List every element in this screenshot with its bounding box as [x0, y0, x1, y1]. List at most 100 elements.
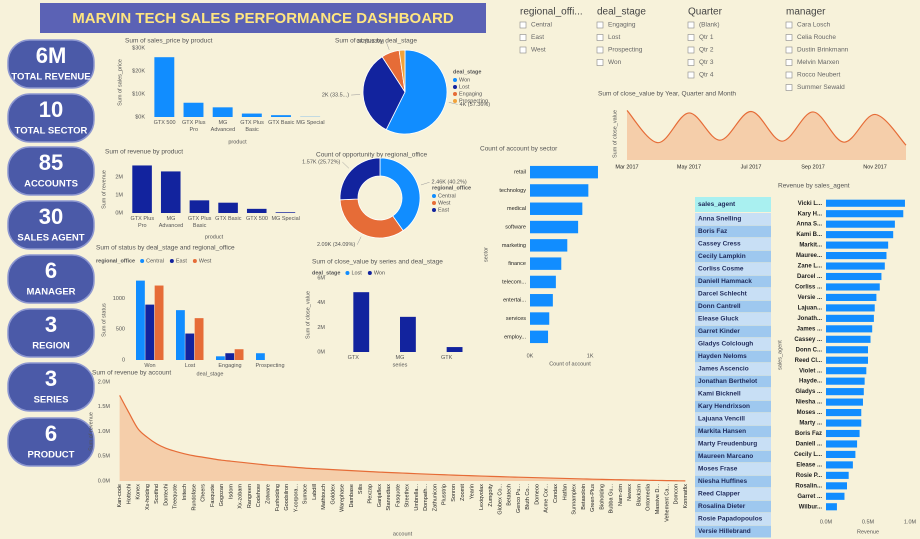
- slicer-checkbox[interactable]: [687, 34, 695, 41]
- table-header-bg: [695, 197, 771, 212]
- slice: [379, 157, 421, 232]
- x-tick-label: Jul 2017: [741, 164, 762, 170]
- slicer-option[interactable]: Prospecting: [608, 47, 643, 54]
- slicer-option[interactable]: East: [531, 34, 544, 41]
- x-tick-label: Dontechi: [163, 484, 169, 506]
- slice: [362, 56, 406, 131]
- y-tick-label: Donn C...: [796, 347, 823, 353]
- kpi-card: [7, 146, 95, 196]
- slicer-option[interactable]: Rocco Neubert: [797, 72, 841, 79]
- kpi-card: [7, 417, 95, 467]
- leader-line: [342, 161, 350, 169]
- slicer-checkbox[interactable]: [519, 46, 527, 54]
- bar: [353, 292, 370, 352]
- x-tick-label: Stanredtax: [386, 484, 392, 511]
- bar: [826, 356, 868, 364]
- table-row-bg: [695, 475, 771, 488]
- kpi-value: 30: [39, 204, 63, 229]
- chart-title: Count of opportunity by regional_office: [316, 152, 428, 159]
- slicer-checkbox[interactable]: [687, 46, 695, 54]
- x-tick-label: GTX Plus Pro: [181, 120, 206, 133]
- table-cell: Versie Hillebrand: [698, 528, 751, 535]
- x-tick-label: Initech: [182, 484, 188, 500]
- legend-label: Central: [146, 258, 164, 264]
- x-axis-title: Revenue: [857, 529, 879, 535]
- legend-title: deal_stage: [312, 270, 340, 276]
- slicer-option[interactable]: Won: [608, 59, 622, 66]
- x-tick-label: Sep 2017: [801, 164, 825, 170]
- slicer-checkbox[interactable]: [785, 21, 793, 29]
- x-tick-label: Zathunicon: [432, 484, 438, 511]
- x-tick-label: Sunnamplex: [572, 484, 578, 515]
- slicer-checkbox[interactable]: [785, 46, 793, 54]
- slicer-checkbox[interactable]: [785, 71, 793, 79]
- kpi-card: [7, 39, 95, 89]
- x-tick-label: Golddex: [330, 484, 336, 505]
- table-row-bg: [695, 400, 771, 413]
- slicer-option[interactable]: Dustin Brinkmann: [797, 47, 849, 54]
- slicer-checkbox[interactable]: [519, 21, 527, 29]
- x-tick-label: May 2017: [677, 164, 701, 170]
- slicer-checkbox[interactable]: [596, 21, 604, 29]
- slicer-option[interactable]: Summer Sewald: [797, 84, 845, 91]
- slicer-option[interactable]: (Blank): [699, 22, 720, 29]
- slicer-option[interactable]: Celia Rouche: [797, 34, 836, 41]
- slicer-checkbox[interactable]: [785, 34, 793, 41]
- x-tick-label: 0K: [527, 353, 534, 359]
- slicer-checkbox[interactable]: [596, 46, 604, 54]
- kpi-value: 3: [45, 312, 57, 337]
- slicer-option[interactable]: Qtr 4: [699, 72, 714, 79]
- kpi-label: TOTAL REVENUE: [11, 72, 90, 83]
- slice: [339, 198, 404, 239]
- x-tick-label-box: Won: [144, 363, 155, 369]
- slicer-checkbox[interactable]: [785, 59, 793, 66]
- y-axis-title: Sum of close_value: [612, 110, 618, 158]
- slicer-checkbox[interactable]: [687, 21, 695, 29]
- legend-swatch: [432, 201, 436, 205]
- slicer-checkbox[interactable]: [519, 34, 527, 41]
- slicer-checkbox[interactable]: [596, 59, 604, 66]
- x-tick-label: Goodsilron: [284, 484, 290, 511]
- slicer-checkbox[interactable]: [785, 84, 793, 91]
- x-tick-label: MG Advanced: [210, 120, 236, 133]
- legend-label: Lost: [351, 270, 362, 276]
- table-cell: James Ascencio: [698, 366, 749, 373]
- bar: [826, 440, 858, 448]
- table-cell: Niesha Huffines: [698, 478, 748, 485]
- x-tick-label: Acme Cor...: [544, 484, 550, 513]
- slicer-checkbox[interactable]: [596, 34, 604, 41]
- bar: [826, 335, 871, 343]
- slicer-option[interactable]: West: [531, 47, 546, 54]
- bar: [160, 171, 181, 213]
- table-row-bg: [695, 388, 771, 400]
- slicer-option[interactable]: Qtr 2: [699, 47, 714, 54]
- slicer-option[interactable]: Cara Losch: [797, 22, 831, 29]
- legend-swatch: [432, 194, 436, 198]
- y-tick-label: Marty ...: [799, 421, 822, 427]
- slicer-option[interactable]: Central: [531, 22, 553, 29]
- bar: [189, 200, 210, 213]
- kpi-label: SALES AGENT: [17, 233, 84, 244]
- x-tick-label: Domeoo: [534, 484, 540, 505]
- y-tick-label: 0.0M: [98, 478, 111, 484]
- y-tick-label: Garret ...: [797, 494, 822, 500]
- bar: [218, 202, 238, 213]
- table-cell: Cecily Lampkin: [698, 253, 746, 260]
- slice: [385, 49, 448, 135]
- slice: [398, 49, 406, 93]
- slicer-option[interactable]: Engaging: [608, 22, 636, 29]
- table-cell: Reed Clapper: [698, 491, 740, 498]
- slicer-checkbox[interactable]: [687, 71, 695, 79]
- slicer-option[interactable]: Lost: [608, 34, 620, 41]
- y-axis-title: sector: [483, 247, 489, 262]
- slicer-option[interactable]: Qtr 1: [699, 34, 714, 41]
- slicer-option[interactable]: Qtr 3: [699, 59, 714, 66]
- slicer-checkbox[interactable]: [687, 59, 695, 66]
- bar: [530, 257, 562, 270]
- slicer-option[interactable]: Melvin Marxen: [797, 59, 840, 66]
- table-cell: Gladys Colclough: [698, 341, 753, 348]
- y-tick-label: finance: [508, 261, 526, 267]
- x-tick-label: 0.5M: [862, 519, 875, 525]
- y-tick-label: Corliss ...: [795, 285, 822, 291]
- x-tick-label: Rundofase: [191, 484, 197, 511]
